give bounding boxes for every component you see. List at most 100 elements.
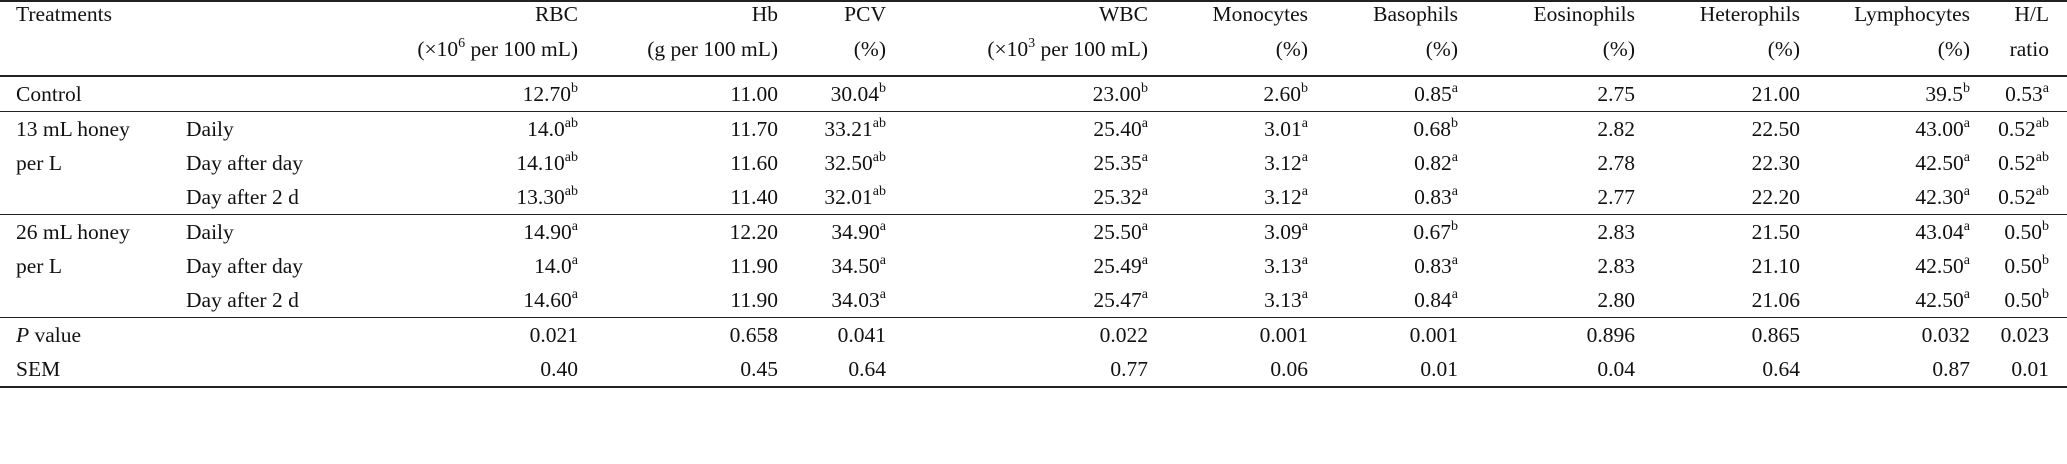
cell-wbc: 25.49a	[1093, 253, 1148, 279]
header-monocytes-unit: (%)	[1170, 37, 1330, 77]
cell-eos: 2.83	[1480, 214, 1657, 249]
cell-rbc: 14.0a	[534, 253, 578, 279]
cell-mono: 3.09a	[1170, 214, 1330, 249]
cell-wbc: 0.77	[908, 352, 1170, 388]
cell-rbc: 14.90a	[370, 214, 600, 249]
cell-mono: 3.13a	[1264, 287, 1308, 313]
cell-wbc: 25.40a	[908, 111, 1170, 146]
significance-letter: a	[571, 253, 578, 268]
table-row: SEM 0.40 0.45 0.64 0.77 0.06 0.01 0.04 0.64 0.87 0…	[0, 352, 2067, 388]
cell-het: 0.64	[1657, 352, 1822, 388]
row-group-label: Control	[16, 82, 82, 106]
cell-pcv: 34.03a	[831, 287, 886, 313]
significance-letter: a	[1301, 116, 1308, 131]
header-monocytes: Monocytes	[1170, 0, 1330, 37]
significance-letter: b	[1301, 81, 1308, 96]
cell-baso: 0.001	[1330, 317, 1480, 352]
cell-eos: 0.896	[1480, 317, 1657, 352]
header-hb-unit: (g per 100 mL)	[600, 37, 800, 77]
cell-hl: 0.50b	[2004, 253, 2049, 279]
cell-hb: 11.90	[730, 288, 778, 312]
cell-baso: 0.67b	[1330, 214, 1480, 249]
cell-hl: 0.52ab	[1992, 111, 2067, 146]
cell-hl: 0.50b	[1992, 214, 2067, 249]
significance-letter: ab	[872, 116, 886, 131]
cell-pcv: 0.041	[800, 317, 908, 352]
cell-baso: 0.85a	[1414, 81, 1458, 107]
table-body: Treatments RBC Hb PCV WBC Monocytes Baso…	[0, 0, 2067, 388]
significance-letter: a	[571, 287, 578, 302]
significance-letter: a	[1963, 184, 1970, 199]
row-sub-label: Day after 2 d	[186, 185, 299, 209]
cell-lym: 42.50a	[1915, 253, 1970, 279]
header-eosinophils: Eosinophils	[1480, 0, 1657, 37]
cell-rbc: 13.30ab	[516, 184, 578, 210]
cell-eos: 2.82	[1480, 111, 1657, 146]
significance-letter: ab	[564, 150, 578, 165]
header-heterophils-unit: (%)	[1657, 37, 1822, 77]
significance-letter: a	[2042, 81, 2049, 96]
table-row: per L Day after day 14.0a 11.90 34.50a 25.49a…	[0, 249, 2067, 283]
row-sub-label	[180, 317, 370, 352]
header-row-2: (×106 per 100 mL) (g per 100 mL) (%) (×1…	[0, 37, 2067, 77]
significance-letter: ab	[564, 116, 578, 131]
header-rbc-unit: (×106 per 100 mL)	[370, 37, 600, 77]
significance-letter: b	[571, 81, 578, 96]
significance-letter: a	[1141, 287, 1148, 302]
row-group-label: per L	[16, 254, 62, 278]
cell-rbc: 0.40	[370, 352, 600, 388]
header-row-1: Treatments RBC Hb PCV WBC Monocytes Baso…	[0, 0, 2067, 37]
header-pcv-unit: (%)	[800, 37, 908, 77]
header-lymphocytes: Lymphocytes	[1822, 0, 1992, 37]
significance-letter: a	[1301, 287, 1308, 302]
row-group-label	[0, 283, 180, 318]
cell-het: 22.20	[1751, 185, 1800, 209]
row-sub-label: Daily	[180, 111, 370, 146]
significance-letter: a	[1963, 253, 1970, 268]
cell-pcv: 33.21ab	[800, 111, 908, 146]
cell-lym: 42.30a	[1915, 184, 1970, 210]
header-rbc: RBC	[370, 0, 600, 37]
row-sub-label: Day after 2 d	[186, 288, 299, 312]
significance-letter: a	[879, 253, 886, 268]
significance-letter: a	[1963, 219, 1970, 234]
cell-mono: 0.06	[1170, 352, 1330, 388]
cell-baso: 0.01	[1330, 352, 1480, 388]
hematology-table: Treatments RBC Hb PCV WBC Monocytes Baso…	[0, 0, 2067, 388]
row-sub-label: Day after day	[186, 254, 303, 278]
header-hl: H/L	[1992, 0, 2067, 37]
cell-rbc: 12.70b	[522, 81, 578, 107]
cell-pcv: 32.50ab	[824, 150, 886, 176]
row-group-label: 26 mL honey	[0, 214, 180, 249]
significance-letter: ab	[872, 184, 886, 199]
header-basophils: Basophils	[1330, 0, 1480, 37]
cell-hb: 11.70	[600, 111, 800, 146]
header-treatments: Treatments	[0, 0, 180, 37]
significance-letter: ab	[872, 150, 886, 165]
cell-het: 21.00	[1751, 82, 1800, 106]
cell-het: 21.50	[1657, 214, 1822, 249]
header-heterophils: Heterophils	[1657, 0, 1822, 37]
table-row: 13 mL honey Daily 14.0ab 11.70 33.21ab 25.40a…	[0, 111, 2067, 146]
cell-hb: 11.40	[730, 185, 778, 209]
significance-letter: a	[879, 287, 886, 302]
cell-mono: 3.12a	[1264, 184, 1308, 210]
significance-letter: b	[2042, 253, 2049, 268]
cell-baso: 0.82a	[1414, 150, 1458, 176]
significance-letter: a	[1451, 184, 1458, 199]
cell-hb: 0.658	[600, 317, 800, 352]
cell-pcv: 32.01ab	[824, 184, 886, 210]
cell-eos: 2.80	[1597, 288, 1635, 312]
cell-wbc: 23.00b	[1092, 81, 1148, 107]
significance-letter: a	[1141, 150, 1148, 165]
cell-wbc: 25.32a	[1093, 184, 1148, 210]
header-eosinophils-unit: (%)	[1480, 37, 1657, 77]
cell-wbc: 0.022	[908, 317, 1170, 352]
cell-mono: 3.12a	[1264, 150, 1308, 176]
cell-hl: 0.53a	[2005, 81, 2049, 107]
cell-hl: 0.52ab	[1998, 150, 2049, 176]
cell-wbc: 25.50a	[908, 214, 1170, 249]
cell-pcv: 34.90a	[800, 214, 908, 249]
cell-baso: 0.83a	[1414, 184, 1458, 210]
significance-letter: ab	[564, 184, 578, 199]
